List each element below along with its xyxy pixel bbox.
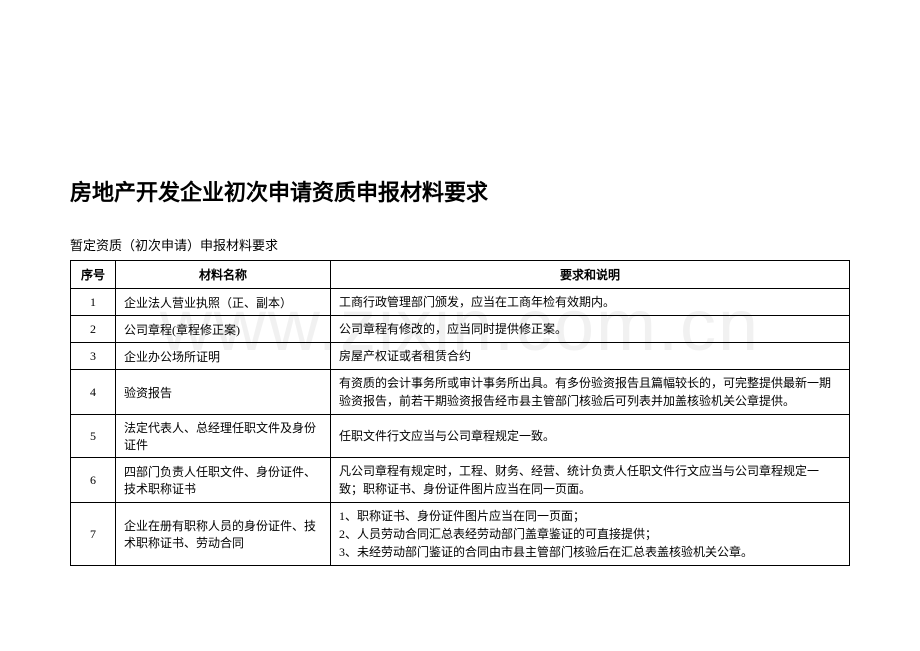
- table-row: 5 法定代表人、总经理任职文件及身份证件 任职文件行文应当与公司章程规定一致。: [71, 415, 850, 458]
- cell-desc: 房屋产权证或者租赁合约: [331, 343, 850, 370]
- table-row: 4 验资报告 有资质的会计事务所或审计事务所出具。有多份验资报告且篇幅较长的，可…: [71, 370, 850, 415]
- requirements-table: 序号 材料名称 要求和说明 1 企业法人营业执照（正、副本） 工商行政管理部门颁…: [70, 260, 850, 566]
- cell-seq: 4: [71, 370, 116, 415]
- cell-desc: 1、职称证书、身份证件图片应当在同一页面；2、人员劳动合同汇总表经劳动部门盖章鉴…: [331, 503, 850, 566]
- cell-seq: 6: [71, 458, 116, 503]
- cell-desc: 凡公司章程有规定时，工程、财务、经营、统计负责人任职文件行文应当与公司章程规定一…: [331, 458, 850, 503]
- cell-desc: 公司章程有修改的，应当同时提供修正案。: [331, 316, 850, 343]
- document-content: 房地产开发企业初次申请资质申报材料要求 暂定资质（初次申请）申报材料要求 序号 …: [70, 175, 850, 566]
- cell-seq: 2: [71, 316, 116, 343]
- cell-name: 企业法人营业执照（正、副本）: [116, 289, 331, 316]
- table-row: 7 企业在册有职称人员的身份证件、技术职称证书、劳动合同 1、职称证书、身份证件…: [71, 503, 850, 566]
- subtitle: 暂定资质（初次申请）申报材料要求: [70, 235, 850, 254]
- cell-desc: 任职文件行文应当与公司章程规定一致。: [331, 415, 850, 458]
- header-seq: 序号: [71, 261, 116, 289]
- cell-name: 企业办公场所证明: [116, 343, 331, 370]
- cell-name: 法定代表人、总经理任职文件及身份证件: [116, 415, 331, 458]
- cell-seq: 3: [71, 343, 116, 370]
- cell-desc: 有资质的会计事务所或审计事务所出具。有多份验资报告且篇幅较长的，可完整提供最新一…: [331, 370, 850, 415]
- cell-seq: 7: [71, 503, 116, 566]
- table-header-row: 序号 材料名称 要求和说明: [71, 261, 850, 289]
- table-row: 6 四部门负责人任职文件、身份证件、技术职称证书 凡公司章程有规定时，工程、财务…: [71, 458, 850, 503]
- cell-name: 验资报告: [116, 370, 331, 415]
- cell-seq: 5: [71, 415, 116, 458]
- cell-desc: 工商行政管理部门颁发，应当在工商年检有效期内。: [331, 289, 850, 316]
- header-name: 材料名称: [116, 261, 331, 289]
- table-row: 1 企业法人营业执照（正、副本） 工商行政管理部门颁发，应当在工商年检有效期内。: [71, 289, 850, 316]
- cell-name: 企业在册有职称人员的身份证件、技术职称证书、劳动合同: [116, 503, 331, 566]
- cell-name: 公司章程(章程修正案): [116, 316, 331, 343]
- cell-name: 四部门负责人任职文件、身份证件、技术职称证书: [116, 458, 331, 503]
- cell-seq: 1: [71, 289, 116, 316]
- table-row: 3 企业办公场所证明 房屋产权证或者租赁合约: [71, 343, 850, 370]
- header-desc: 要求和说明: [331, 261, 850, 289]
- page-title: 房地产开发企业初次申请资质申报材料要求: [70, 175, 850, 207]
- table-row: 2 公司章程(章程修正案) 公司章程有修改的，应当同时提供修正案。: [71, 316, 850, 343]
